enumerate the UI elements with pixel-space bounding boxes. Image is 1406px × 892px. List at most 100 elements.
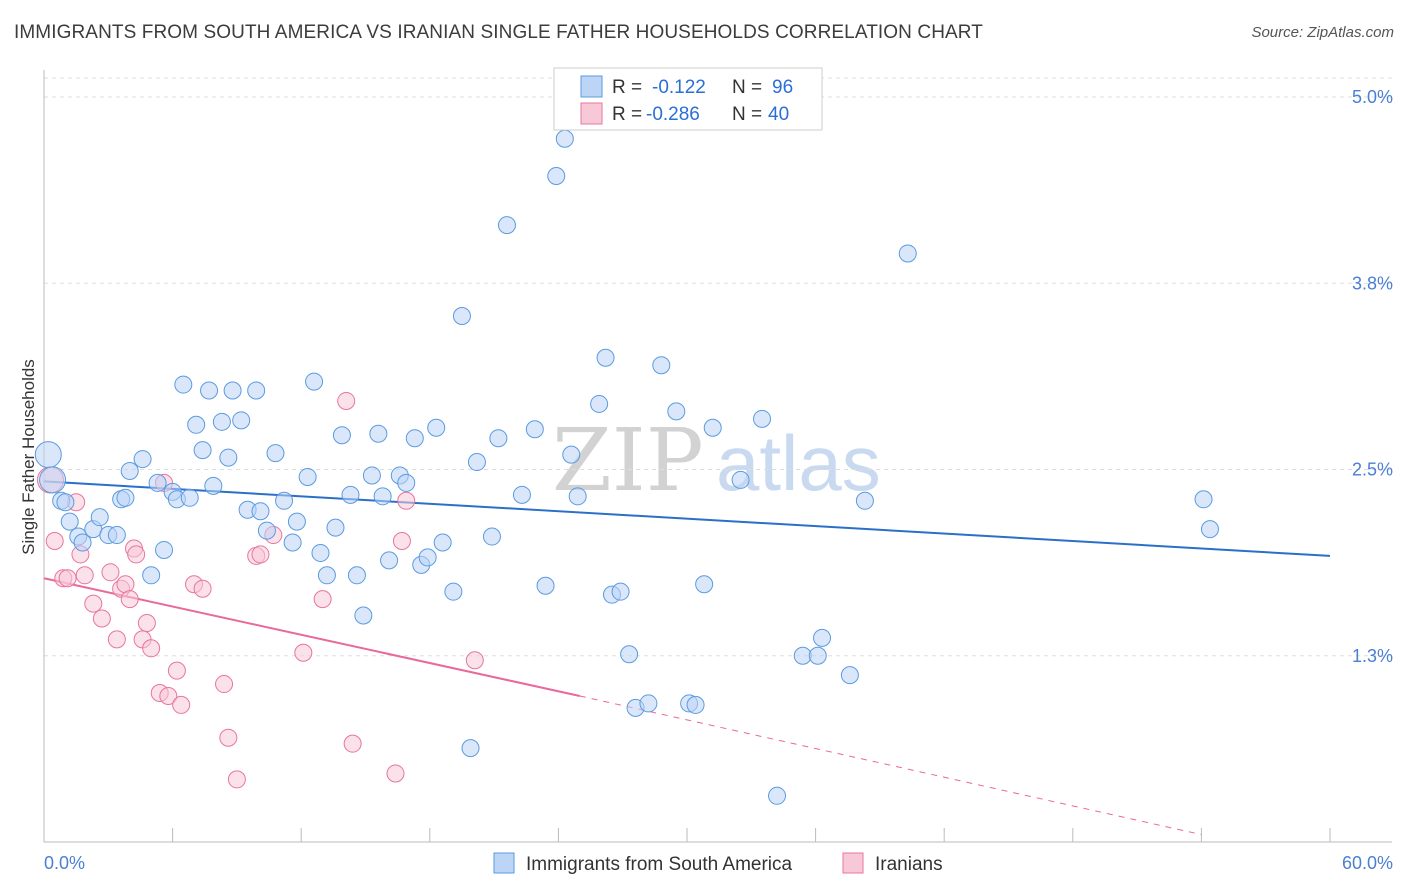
immigrants-point-52: [397, 473, 416, 492]
iranians-point-13: [120, 590, 139, 609]
legend-n-label-1: N =: [732, 77, 762, 98]
immigrants-point-20: [174, 375, 193, 394]
immigrants-point-27: [219, 448, 238, 467]
iranians-point-1: [45, 532, 64, 551]
iranians-point-21: [159, 686, 178, 705]
legend: R = -0.122 N = 96 R = -0.286 N = 40: [553, 67, 823, 131]
iranians-point-35: [343, 734, 362, 753]
immigrants-point-67: [536, 576, 555, 595]
immigrants-point-56: [427, 418, 446, 437]
bottom-legend: Immigrants from South America Iranians: [493, 852, 943, 875]
immigrants-point-55: [418, 548, 437, 567]
immigrants-point-37: [287, 512, 306, 531]
y-tick-label-0: 1.3%: [1352, 646, 1393, 666]
immigrants-point-31: [247, 381, 266, 400]
immigrants-point-60: [461, 739, 480, 758]
immigrants-point-94: [1194, 490, 1213, 509]
immigrants-point-32: [251, 502, 270, 521]
immigrants-point-79: [652, 356, 671, 375]
immigrants-point-29: [232, 411, 251, 430]
immigrants-point-87: [768, 786, 787, 805]
immigrants-point-26: [212, 412, 231, 431]
immigrants-point-58: [444, 582, 463, 601]
y-tick-label-2: 3.8%: [1352, 273, 1393, 293]
legend-n-value-1: 96: [772, 77, 793, 98]
immigrants-point-47: [362, 466, 381, 485]
immigrants-point-13: [120, 461, 139, 480]
iranians-point-32: [294, 643, 313, 662]
immigrants-point-78: [639, 694, 658, 713]
immigrants-point-16: [148, 473, 167, 492]
legend-swatch-pink: [580, 102, 603, 125]
immigrants-point-4: [60, 512, 79, 531]
immigrants-point-85: [731, 470, 750, 489]
immigrants-point-43: [332, 426, 351, 445]
immigrants-point-66: [525, 420, 544, 439]
iranians-point-9: [101, 563, 120, 582]
immigrants-point-41: [317, 566, 336, 585]
iranians-point-36: [386, 764, 405, 783]
immigrants-point-71: [568, 487, 587, 506]
immigrants-point-24: [200, 381, 219, 400]
iranians-point-23: [172, 695, 191, 714]
immigrants-point-36: [283, 533, 302, 552]
immigrants-point-90: [813, 628, 832, 647]
chart-title: IMMIGRANTS FROM SOUTH AMERICA VS IRANIAN…: [14, 22, 983, 43]
immigrants-point-50: [380, 551, 399, 570]
immigrants-point-62: [482, 527, 501, 546]
iranians-point-6: [75, 566, 94, 585]
immigrants-point-89: [808, 646, 827, 665]
immigrants-point-45: [347, 566, 366, 585]
iranians-point-22: [167, 661, 186, 680]
watermark-atlas: atlas: [716, 419, 881, 507]
immigrants-point-33: [257, 521, 276, 540]
immigrants-point-17: [155, 540, 174, 559]
immigrants-point-69: [555, 129, 574, 148]
iranians-point-30: [251, 545, 270, 564]
iranians-point-37: [392, 532, 411, 551]
y-tick-labels: 1.3% 2.5% 3.8% 5.0%: [1352, 87, 1393, 666]
immigrants-point-23: [193, 441, 212, 460]
immigrants-point-80: [667, 402, 686, 421]
source-label: Source: ZipAtlas.com: [1251, 24, 1394, 41]
iranians-point-15: [127, 545, 146, 564]
immigrants-point-91: [840, 666, 859, 685]
legend-n-value-2: 40: [768, 104, 789, 125]
immigrants-point-53: [405, 429, 424, 448]
immigrants-point-75: [611, 582, 630, 601]
trend-line-immigrants: [43, 480, 1331, 557]
iranians-point-39: [465, 651, 484, 670]
immigrants-point-25: [204, 476, 223, 495]
legend-r-label-1: R =: [612, 77, 642, 98]
iranians-point-25: [193, 579, 212, 598]
legend-swatch-blue: [580, 75, 603, 98]
bottom-legend-label-1: Immigrants from South America: [526, 854, 793, 875]
immigrants-point-92: [855, 491, 874, 510]
immigrants-point-28: [223, 381, 242, 400]
immigrants-point-42: [326, 518, 345, 537]
iranians-point-33: [313, 590, 332, 609]
iranians-point-3: [58, 569, 77, 588]
iranians-point-34: [337, 391, 356, 410]
immigrants-point-12: [116, 488, 135, 507]
x-tick-label-start: 0.0%: [44, 853, 85, 873]
iranians-point-12: [116, 575, 135, 594]
immigrants-point-84: [703, 418, 722, 437]
iranians-point-17: [137, 613, 156, 632]
immigrants-point-38: [298, 467, 317, 486]
legend-n-label-2: N =: [732, 104, 762, 125]
immigrants-point-10: [107, 526, 126, 545]
immigrants-point-64: [497, 216, 516, 235]
immigrants-point-95: [1200, 520, 1219, 539]
x-tick-label-end: 60.0%: [1342, 853, 1393, 873]
iranians-point-26: [215, 675, 234, 694]
immigrants-point-22: [187, 415, 206, 434]
y-axis-label: Single Father Households: [19, 359, 38, 555]
immigrants-point-3: [56, 493, 75, 512]
legend-r-value-2: -0.286: [646, 104, 700, 125]
legend-r-label-2: R =: [612, 104, 642, 125]
immigrants-point-15: [142, 566, 161, 585]
x-ticks: [43, 828, 1331, 842]
immigrants-point-76: [620, 645, 639, 664]
